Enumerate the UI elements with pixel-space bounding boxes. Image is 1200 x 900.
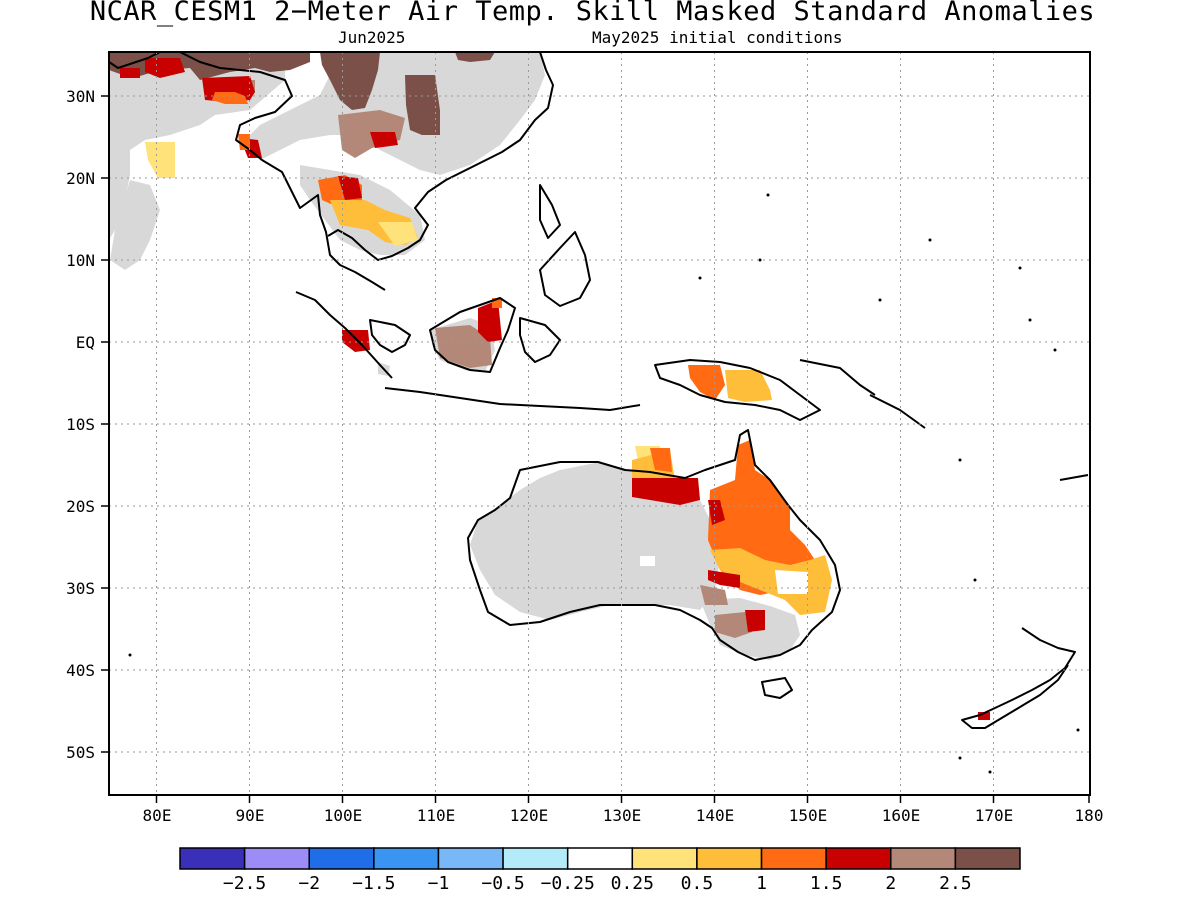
colorbar-swatch [502, 847, 569, 870]
lon-label: 150E [789, 806, 828, 825]
colorbar-swatch [954, 847, 1021, 870]
mask-holes [170, 62, 655, 566]
map-frame [108, 51, 1091, 796]
lon-label: 100E [324, 806, 363, 825]
colorbar-label: −2 [298, 873, 320, 894]
colorbar-swatch [760, 847, 827, 870]
colorbar-swatch [825, 847, 892, 870]
lon-label: 80E [143, 806, 172, 825]
gridlines [109, 52, 1090, 795]
lon-label: 90E [236, 806, 265, 825]
lon-labels: 80E 90E 100E 110E 120E 130E 140E 150E 16… [143, 806, 1104, 825]
colorbar: −2.5 −2 −1.5 −1 −0.5 −0.25 0.25 0.5 1 1.5 2 2.5 [179, 847, 1021, 894]
lat-label: EQ [76, 333, 95, 352]
lat-label: 30S [66, 579, 95, 598]
lon-label: 180 [1075, 806, 1104, 825]
lon-label: 160E [882, 806, 921, 825]
anomaly-cells [109, 52, 990, 720]
initial-conditions: May2025 initial conditions [592, 28, 843, 47]
lat-label: 20S [66, 497, 95, 516]
colorbar-swatch [696, 847, 763, 870]
colorbar-label: 2 [885, 873, 896, 894]
lon-label: 170E [975, 806, 1014, 825]
colorbar-label: 2.5 [939, 873, 972, 894]
lat-label: 10N [66, 251, 95, 270]
lat-label: 50S [66, 743, 95, 762]
lat-label: 20N [66, 169, 95, 188]
colorbar-swatch [308, 847, 375, 870]
colorbar-swatch [566, 847, 634, 870]
colorbar-label: −1.5 [352, 873, 395, 894]
lat-label: 40S [66, 661, 95, 680]
chart-title: NCAR_CESM1 2−Meter Air Temp. Skill Maske… [89, 0, 1096, 27]
colorbar-label: 0.5 [681, 873, 714, 894]
colorbar-label: −0.25 [541, 873, 595, 894]
lat-label: 10S [66, 415, 95, 434]
axis-ticks [101, 95, 1090, 803]
lon-label: 120E [510, 806, 549, 825]
lon-label: 110E [417, 806, 456, 825]
lon-label: 130E [603, 806, 642, 825]
lat-label: 30N [66, 87, 95, 106]
colorbar-swatch [631, 847, 698, 870]
colorbar-swatch [179, 847, 246, 870]
colorbar-label: −0.5 [481, 873, 524, 894]
colorbar-swatch [437, 847, 504, 870]
lon-label: 140E [696, 806, 735, 825]
colorbar-label: −2.5 [223, 873, 266, 894]
colorbar-label: 0.25 [611, 873, 654, 894]
map-fill-layer [109, 52, 1089, 774]
colorbar-swatch [890, 847, 957, 870]
lat-labels: 30N 20N 10N EQ 10S 20S 30S 40S 50S [66, 87, 95, 762]
colorbar-label: −1 [428, 873, 450, 894]
colorbar-swatch [373, 847, 440, 870]
island-dots [128, 193, 1080, 774]
colorbar-label: 1 [756, 873, 767, 894]
forecast-month: Jun2025 [338, 28, 406, 47]
colorbar-label: 1.5 [810, 873, 843, 894]
coastlines [109, 52, 1089, 729]
colorbar-swatch [243, 847, 310, 870]
